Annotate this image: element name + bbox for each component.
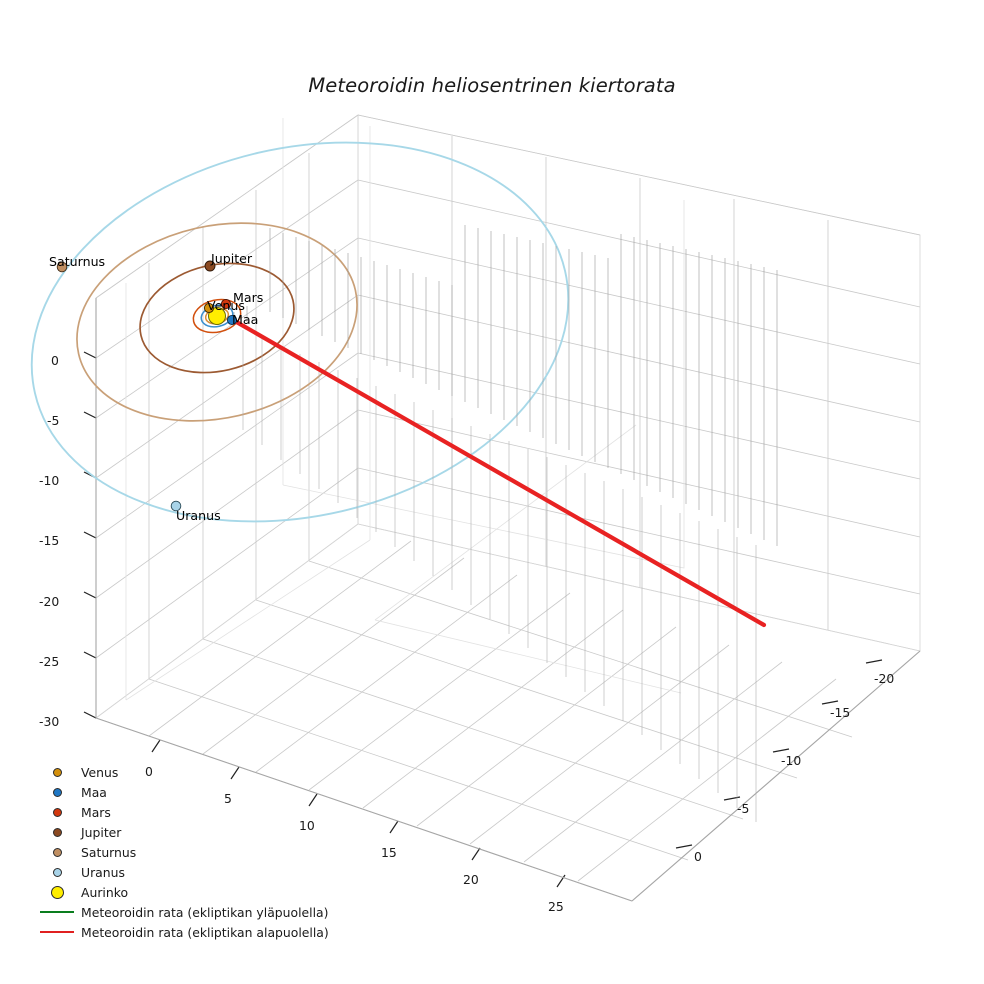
axis-spines xyxy=(95,298,921,902)
meteoroid-trajectory-below xyxy=(230,317,767,628)
label-uranus: Uranus xyxy=(176,508,221,523)
legend-marker-maa xyxy=(36,787,78,797)
label-saturnus: Saturnus xyxy=(49,254,106,269)
legend-label-venus: Venus xyxy=(81,764,119,780)
label-maa: Maa xyxy=(232,312,259,327)
legend-label-saturnus: Saturnus xyxy=(81,844,137,860)
legend-label-mars: Mars xyxy=(81,804,111,820)
legend-marker-venus xyxy=(36,767,78,777)
z-tick-neg15: -15 xyxy=(39,533,60,548)
body-earth xyxy=(226,314,238,326)
legend: Venus Maa Mars Jupiter Saturnus xyxy=(36,762,356,942)
legend-label-maa: Maa xyxy=(81,784,107,800)
legend-item-venus[interactable]: Venus xyxy=(36,762,356,782)
z-tick-neg5: -5 xyxy=(47,413,60,428)
body-uranus xyxy=(170,500,182,512)
legend-item-maa[interactable]: Maa xyxy=(36,782,356,802)
legend-label-trajectory-below: Meteoroidin rata (ekliptikan alapuolella… xyxy=(81,924,329,940)
label-venus: Venus xyxy=(207,298,245,313)
pane-back-right xyxy=(357,114,921,652)
orbit-mars xyxy=(192,298,242,334)
legend-marker-aurinko xyxy=(36,885,78,899)
legend-item-trajectory-above[interactable]: Meteoroidin rata (ekliptikan yläpuolella… xyxy=(36,902,356,922)
x-tick-0: 0 xyxy=(145,764,153,779)
legend-line-below xyxy=(36,931,78,933)
z-tick-neg10: -10 xyxy=(39,473,60,488)
y-tick-neg5: -5 xyxy=(737,801,750,816)
legend-item-aurinko[interactable]: Aurinko xyxy=(36,882,356,902)
legend-marker-saturnus xyxy=(36,847,78,857)
z-tick-0: 0 xyxy=(51,353,59,368)
legend-label-trajectory-above: Meteoroidin rata (ekliptikan yläpuolella… xyxy=(81,904,329,920)
body-sun xyxy=(208,307,226,325)
pane-floor xyxy=(95,523,921,902)
orbit-saturn xyxy=(76,222,358,422)
legend-line-above xyxy=(36,911,78,913)
y-tick-neg10: -10 xyxy=(781,753,802,768)
orbit-earth xyxy=(200,304,234,328)
legend-item-saturnus[interactable]: Saturnus xyxy=(36,842,356,862)
x-tick-25: 25 xyxy=(548,899,564,914)
legend-marker-uranus xyxy=(36,867,78,877)
legend-item-trajectory-below[interactable]: Meteoroidin rata (ekliptikan alapuolella… xyxy=(36,922,356,942)
pane-inner-edges xyxy=(125,118,685,701)
z-tick-neg25: -25 xyxy=(39,654,60,669)
legend-item-uranus[interactable]: Uranus xyxy=(36,862,356,882)
legend-label-uranus: Uranus xyxy=(81,864,125,880)
trajectory-stem-lines xyxy=(233,225,778,546)
x-tick-10: 10 xyxy=(299,818,315,833)
body-venus xyxy=(203,302,215,314)
x-tick-20: 20 xyxy=(463,872,479,887)
label-mars: Mars xyxy=(233,290,264,305)
trajectory-stem-lines-foreground xyxy=(242,330,757,822)
body-jupiter xyxy=(204,260,216,272)
legend-item-jupiter[interactable]: Jupiter xyxy=(36,822,356,842)
legend-label-aurinko: Aurinko xyxy=(81,884,129,900)
y-tick-neg15: -15 xyxy=(830,705,851,720)
label-jupiter: Jupiter xyxy=(211,251,253,266)
y-tick-0: 0 xyxy=(694,849,702,864)
legend-label-jupiter: Jupiter xyxy=(81,824,122,840)
axis-tick-marks xyxy=(83,351,883,888)
chart-title: Meteoroidin heliosentrinen kiertorata xyxy=(308,74,676,97)
z-tick-neg30: -30 xyxy=(39,714,60,729)
body-mars xyxy=(220,298,232,310)
body-saturn xyxy=(56,261,68,273)
legend-item-mars[interactable]: Mars xyxy=(36,802,356,822)
x-tick-5: 5 xyxy=(224,791,232,806)
legend-marker-jupiter xyxy=(36,827,78,837)
legend-marker-mars xyxy=(36,807,78,817)
z-tick-neg20: -20 xyxy=(39,594,60,609)
orbit-uranus xyxy=(30,141,570,523)
y-tick-neg20: -20 xyxy=(874,671,895,686)
x-tick-15: 15 xyxy=(381,845,397,860)
